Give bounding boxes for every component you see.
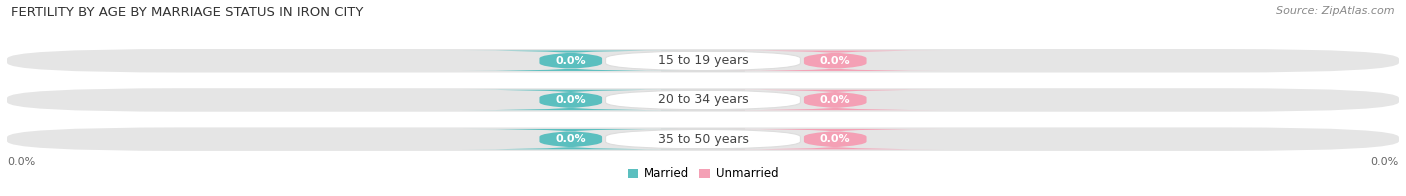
FancyBboxPatch shape xyxy=(463,90,679,110)
Text: 0.0%: 0.0% xyxy=(1371,157,1399,167)
Text: FERTILITY BY AGE BY MARRIAGE STATUS IN IRON CITY: FERTILITY BY AGE BY MARRIAGE STATUS IN I… xyxy=(11,6,364,19)
Text: 0.0%: 0.0% xyxy=(7,157,35,167)
FancyBboxPatch shape xyxy=(463,51,679,71)
Text: 20 to 34 years: 20 to 34 years xyxy=(658,93,748,106)
FancyBboxPatch shape xyxy=(7,49,1399,73)
FancyBboxPatch shape xyxy=(606,129,800,149)
Text: 15 to 19 years: 15 to 19 years xyxy=(658,54,748,67)
FancyBboxPatch shape xyxy=(7,127,1399,151)
Text: 0.0%: 0.0% xyxy=(820,56,851,66)
FancyBboxPatch shape xyxy=(727,90,943,110)
FancyBboxPatch shape xyxy=(463,129,679,149)
FancyBboxPatch shape xyxy=(606,51,800,71)
Text: Source: ZipAtlas.com: Source: ZipAtlas.com xyxy=(1277,6,1395,16)
Text: 35 to 50 years: 35 to 50 years xyxy=(658,133,748,146)
Text: 0.0%: 0.0% xyxy=(820,134,851,144)
Text: 0.0%: 0.0% xyxy=(820,95,851,105)
Legend: Married, Unmarried: Married, Unmarried xyxy=(623,163,783,185)
FancyBboxPatch shape xyxy=(727,129,943,149)
Text: 0.0%: 0.0% xyxy=(555,134,586,144)
FancyBboxPatch shape xyxy=(606,90,800,110)
FancyBboxPatch shape xyxy=(7,88,1399,112)
FancyBboxPatch shape xyxy=(727,51,943,71)
Text: 0.0%: 0.0% xyxy=(555,95,586,105)
Text: 0.0%: 0.0% xyxy=(555,56,586,66)
